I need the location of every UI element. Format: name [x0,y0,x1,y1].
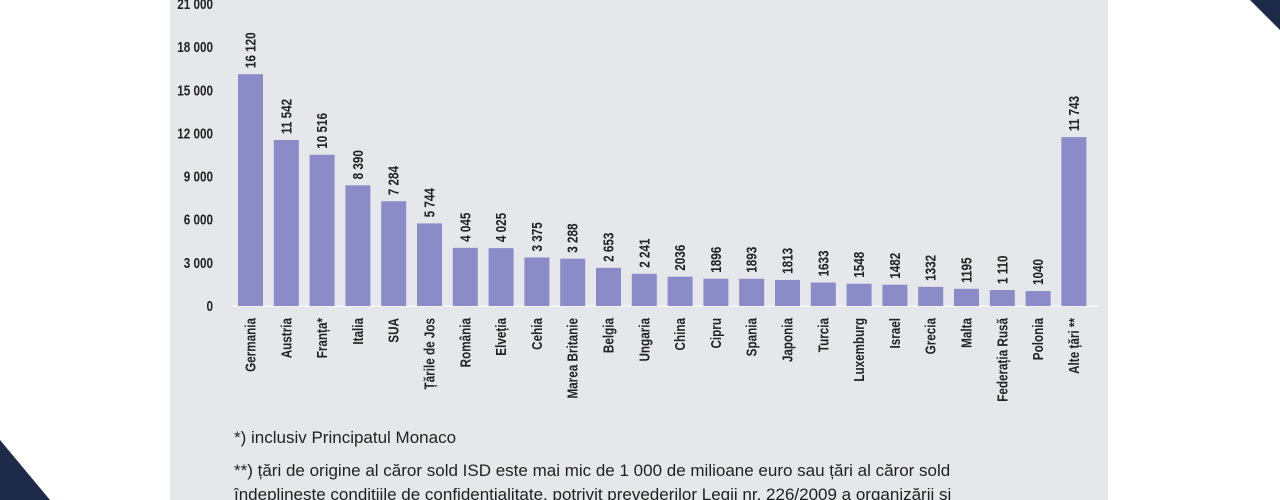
category-label: Marea Britanie [564,318,581,399]
category-label: Luxemburg [851,318,868,382]
category-label: Ungaria [636,318,653,362]
bar-value-label: 1633 [815,251,832,277]
y-tick-label: 3 000 [184,254,213,271]
bar [345,185,371,306]
y-tick-label: 21 000 [177,0,213,12]
bar-chart: 0 3 000 6 000 9 000 12 000 15 000 18 000 21 000… [177,0,1098,402]
bar-value-label: 1332 [922,255,939,281]
bar [775,279,800,306]
bar-value-label: 7 284 [385,166,402,196]
bar [524,257,550,306]
bar [846,283,872,306]
bar-value-label: 1813 [779,248,796,274]
bar-value-label: 1548 [851,251,868,277]
bar [417,223,442,306]
bar-value-label: 11 743 [1066,96,1083,131]
bar-value-label: 1 110 [994,255,1011,284]
bar [1061,137,1087,306]
bar-value-label: 10 516 [314,113,331,149]
decorative-corner-right [1250,0,1280,30]
footnote-2: **) țări de origine al căror sold ISD es… [234,461,951,480]
category-label: Federația Rusă [994,318,1011,402]
category-label: Cipru [708,318,725,349]
bar [989,290,1015,306]
bar [238,74,263,306]
bar [309,154,335,306]
bar-value-label: 2 653 [600,233,617,262]
bar-value-label: 4 045 [457,212,474,242]
category-label: SUA [385,318,402,343]
bar [560,258,586,306]
bar-value-label: 1482 [887,253,904,279]
footnote-3: îndeplinește condițiile de confidențiali… [234,485,952,500]
decorative-corner-left [0,440,50,500]
y-tick-label: 9 000 [184,168,213,185]
category-label: Germania [242,318,259,372]
bar-value-label: 16 120 [242,32,259,68]
bar [810,282,836,306]
footnote-1: *) inclusiv Principatul Monaco [234,428,457,447]
category-label: Japonia [779,318,796,363]
bar-value-label: 3 375 [529,222,546,252]
category-label: Alte țări ** [1066,317,1083,374]
y-tick-label: 6 000 [184,211,213,228]
category-label: Franța* [314,317,331,358]
bar [488,248,514,306]
category-label: România [457,318,474,368]
category-label: Turcia [815,318,832,353]
chart-panel: 0 3 000 6 000 9 000 12 000 15 000 18 000 21 000… [170,0,1108,500]
y-tick-label: 18 000 [177,39,213,56]
bar [273,140,299,306]
bar-value-label: 1896 [708,247,725,273]
bar [703,278,729,306]
y-tick-label: 12 000 [177,125,213,142]
category-label: Polonia [1030,318,1047,361]
y-tick-label: 0 [206,298,213,315]
bar [596,267,621,306]
category-label: China [672,318,689,351]
bar [954,288,979,306]
bar-value-label: 5 744 [421,188,438,218]
bar-value-label: 1040 [1030,259,1047,285]
category-label: Elveția [493,318,510,356]
category-label: Belgia [600,318,617,354]
category-label: Spania [743,318,760,357]
category-label: Italia [350,318,367,345]
bar [882,284,908,306]
bar [667,276,693,306]
bar-value-label: 11 542 [278,99,295,134]
bar [452,247,478,306]
bar-value-label: 2 241 [636,238,653,268]
bar-value-label: 3 288 [564,223,581,253]
bar-value-label: 1195 [958,257,975,283]
category-label: Cehia [529,318,546,350]
bar-value-label: 1893 [743,247,760,273]
category-label: Grecia [922,318,939,355]
category-label: Malta [958,318,975,348]
bar [631,273,657,306]
y-tick-label: 15 000 [177,82,213,99]
category-label: Israel [887,318,904,349]
bar-value-label: 4 025 [493,212,510,242]
bar-value-label: 2036 [672,245,689,271]
bar [1025,291,1051,306]
bar [918,286,944,306]
bar-value-label: 8 390 [350,150,367,179]
category-label: Țările de Jos [421,318,438,389]
bar [381,201,407,306]
bar [739,278,765,306]
category-label: Austria [278,318,295,359]
